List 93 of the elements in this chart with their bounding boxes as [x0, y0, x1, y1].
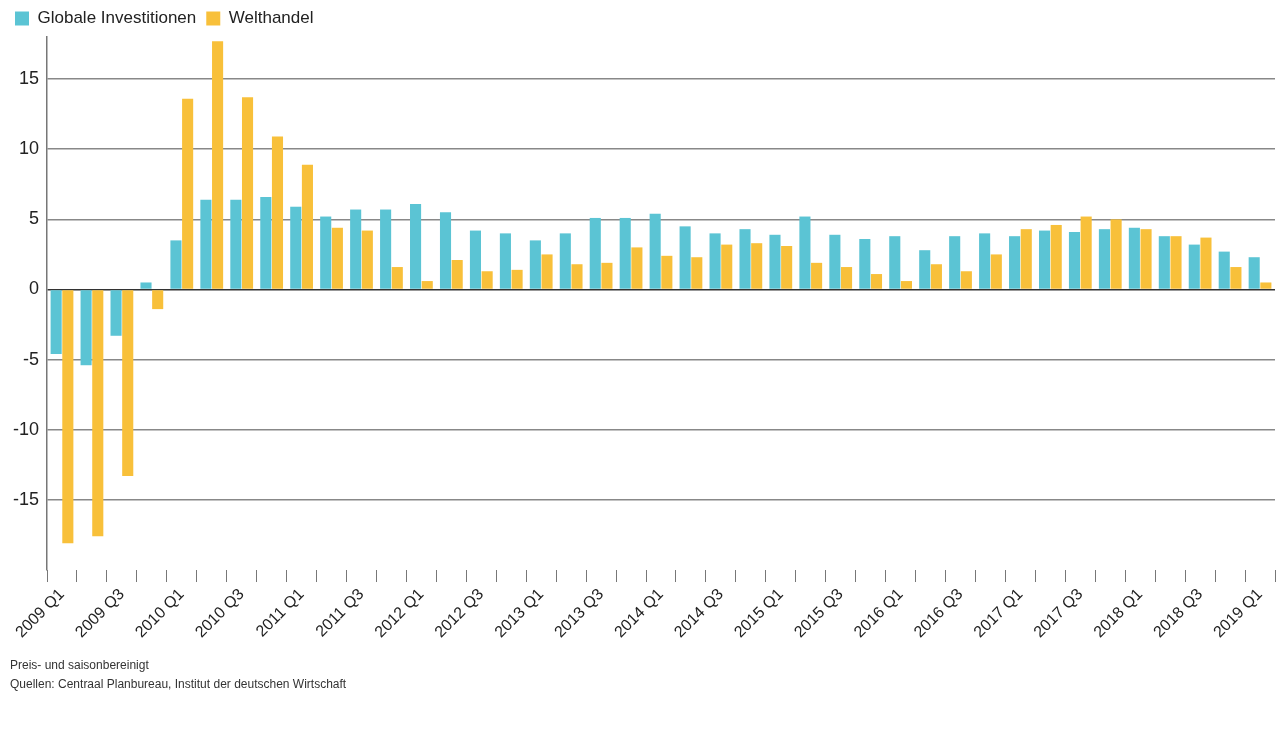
bar: [499, 233, 511, 289]
bar: [1230, 267, 1242, 289]
bar: [709, 233, 721, 289]
bar: [391, 267, 403, 289]
bar: [290, 206, 302, 289]
bar: [1140, 229, 1152, 289]
bar: [979, 233, 991, 289]
bar: [889, 236, 901, 289]
bar: [481, 271, 493, 289]
bar: [541, 254, 553, 289]
y-tick-label: 10: [18, 138, 40, 159]
bar: [859, 238, 871, 289]
bar: [1080, 216, 1092, 289]
bar: [781, 246, 793, 289]
bar: [271, 136, 284, 289]
bar: [241, 97, 254, 289]
bar: [410, 203, 422, 289]
bar: [511, 269, 523, 289]
legend-label: Globale Investitionen: [37, 8, 197, 28]
bar: [140, 282, 152, 289]
bar: [1020, 229, 1032, 289]
bar: [200, 199, 212, 289]
bar: [900, 281, 912, 289]
source-note: Quellen: Centraal Planbureau, Institut der deutschen Wirtschaft: [10, 676, 348, 694]
bar: [1038, 230, 1051, 289]
bar: [451, 260, 463, 289]
bar: [960, 271, 972, 289]
bar: [631, 247, 643, 289]
bar: [1050, 224, 1062, 289]
bar: [841, 267, 853, 289]
bar: [1218, 251, 1230, 289]
bar: [601, 262, 613, 289]
bar: [50, 290, 62, 355]
bar: [811, 262, 823, 289]
bar: [331, 227, 343, 289]
bar: [691, 257, 703, 289]
bar: [619, 217, 631, 289]
bar: [529, 240, 541, 289]
y-tick-label: -10: [13, 418, 40, 439]
bar: [1068, 231, 1081, 289]
bar: [1188, 244, 1200, 289]
bar: [301, 164, 313, 289]
bar: [152, 290, 164, 310]
bar: [799, 216, 811, 289]
text: Preis- und saisonbereinigt: [10, 657, 150, 674]
legend-label: Welthandel: [228, 8, 314, 28]
bar: [230, 199, 242, 289]
bar: [380, 209, 392, 289]
bar: [1200, 237, 1212, 289]
bar: [649, 213, 661, 289]
bar: [92, 290, 104, 537]
bar: [571, 264, 583, 289]
bar: [949, 236, 961, 289]
bar: [751, 243, 763, 289]
y-tick-label: -5: [23, 348, 40, 369]
bar: [350, 209, 362, 289]
bar: [421, 281, 433, 289]
bar: [559, 233, 571, 289]
bar: [469, 230, 482, 289]
bar: [829, 234, 841, 289]
bar: [1110, 219, 1122, 289]
bar: [1170, 236, 1182, 289]
bar: [679, 226, 691, 289]
bar: [739, 229, 751, 289]
bar: [80, 290, 92, 366]
y-tick-label: -15: [13, 488, 40, 509]
bar: [1260, 282, 1272, 289]
bar: [62, 290, 74, 544]
bar: [439, 212, 452, 289]
bar: [870, 274, 883, 289]
bar: [320, 216, 332, 289]
bar: [170, 240, 182, 289]
bar: [1158, 236, 1170, 289]
bar: [721, 244, 733, 289]
bar: [182, 98, 194, 289]
bar: [589, 217, 601, 289]
bar: [919, 250, 931, 289]
bar: [1248, 257, 1260, 289]
y-tick-label: 5: [29, 208, 40, 229]
bar: [361, 230, 373, 289]
bar: [661, 255, 673, 289]
bar: [260, 196, 272, 289]
y-tick-label: 15: [18, 68, 40, 89]
bar: [769, 234, 781, 289]
bar: [1128, 227, 1140, 289]
bar: [212, 41, 224, 289]
bar: [1009, 236, 1021, 289]
y-tick-label: 0: [29, 278, 40, 299]
bar: [930, 264, 942, 289]
bar: [1098, 229, 1110, 289]
bar: [122, 290, 134, 477]
bar: [990, 254, 1002, 289]
bar: [110, 290, 122, 336]
